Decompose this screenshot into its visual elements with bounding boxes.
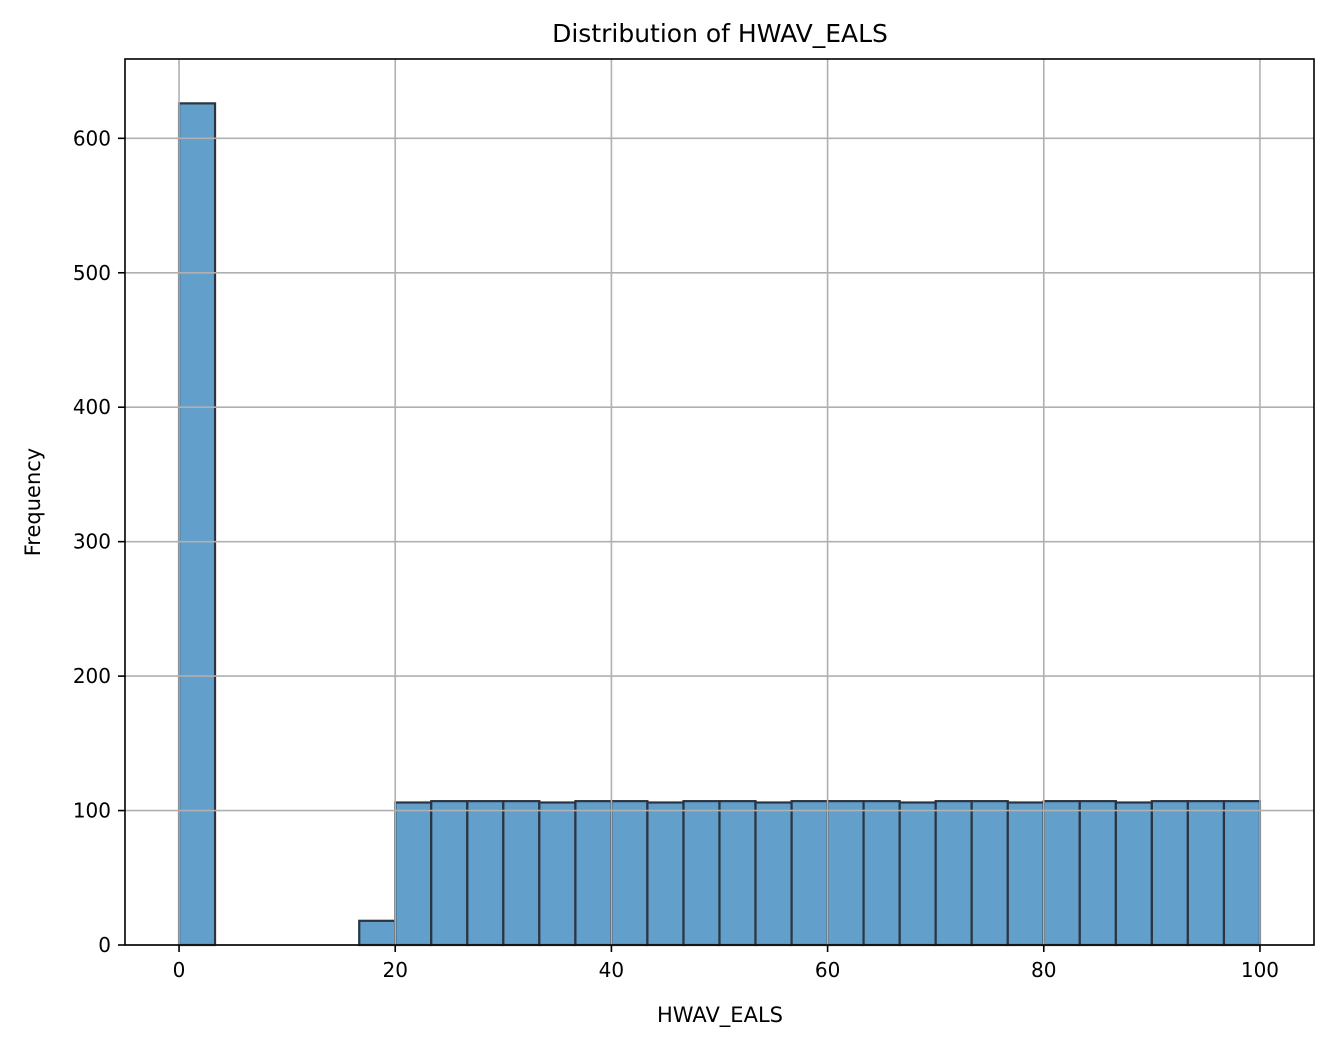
- histogram-bar: [1186, 800, 1226, 947]
- x-tick-label: 0: [173, 958, 186, 982]
- histogram-bar: [718, 800, 757, 947]
- y-tick-label: 500: [73, 261, 111, 285]
- histogram-bar: [898, 801, 937, 947]
- histogram-bar: [970, 800, 1009, 947]
- x-tick-label: 60: [815, 958, 840, 982]
- bars-layer: [177, 102, 1262, 947]
- x-tick-label: 20: [383, 958, 408, 982]
- histogram-bar: [574, 800, 613, 947]
- y-tick-label: 600: [73, 126, 111, 150]
- histogram-bar: [358, 919, 397, 947]
- ticks-layer: 0 20 40 60 80 100 0 100 200 300 400 500 600: [73, 126, 1279, 982]
- histogram-bar: [682, 800, 721, 947]
- histogram-bar: [1006, 801, 1045, 947]
- x-axis-label: HWAV_EALS: [657, 1003, 783, 1028]
- y-tick-label: 200: [73, 664, 111, 688]
- y-tick-label: 0: [98, 933, 111, 957]
- histogram-bar: [430, 800, 469, 947]
- histogram-bar: [826, 800, 865, 947]
- histogram-bar: [466, 800, 505, 947]
- y-tick-label: 400: [73, 395, 111, 419]
- histogram-bar: [177, 102, 217, 947]
- histogram-bar: [790, 800, 829, 947]
- histogram-bar: [934, 800, 973, 947]
- y-tick-label: 300: [73, 530, 111, 554]
- chart-title: Distribution of HWAV_EALS: [552, 19, 888, 48]
- histogram-bar: [610, 800, 649, 947]
- x-tick-label: 100: [1241, 958, 1279, 982]
- histogram-bar: [538, 801, 577, 947]
- x-tick-label: 40: [599, 958, 624, 982]
- histogram-bar: [1078, 800, 1117, 947]
- histogram-bar: [646, 801, 685, 947]
- y-axis-label: Frequency: [21, 448, 45, 557]
- histogram-bar: [862, 800, 901, 947]
- x-tick-label: 80: [1031, 958, 1056, 982]
- histogram-bar: [1114, 801, 1153, 947]
- histogram-bar: [1222, 800, 1262, 947]
- y-tick-label: 100: [73, 799, 111, 823]
- plot-frame: [124, 58, 1315, 946]
- histogram-bar: [394, 801, 433, 947]
- histogram-bar: [1150, 800, 1189, 947]
- histogram-bar: [1042, 800, 1081, 947]
- histogram-bar: [502, 800, 541, 947]
- histogram-bar: [754, 801, 793, 947]
